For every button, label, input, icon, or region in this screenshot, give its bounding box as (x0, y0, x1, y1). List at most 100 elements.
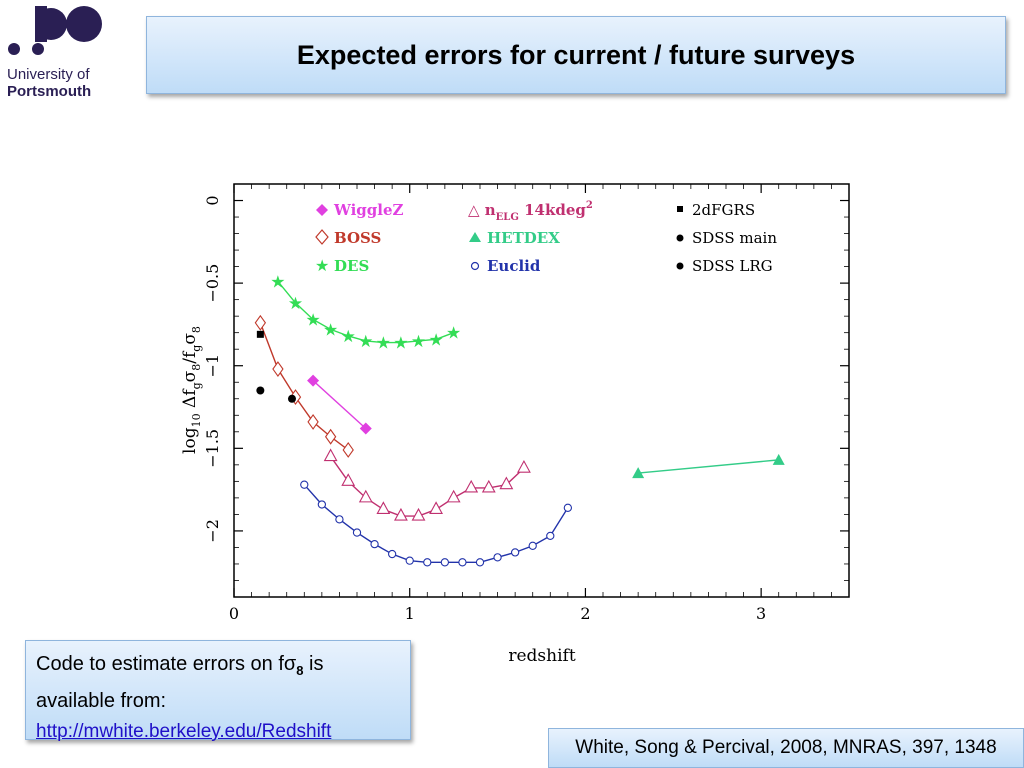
legend-label-elg: △ nELG 14kdeg2 (468, 200, 593, 223)
legend-marker-sdss-main (676, 234, 684, 242)
university-logo (8, 6, 102, 55)
data-point-boss (272, 361, 284, 377)
data-point-hetdex (772, 453, 785, 465)
data-point-elg-14kdeg2 (394, 507, 408, 521)
logo-line1: University of (7, 66, 90, 83)
data-point-des: ★ (376, 334, 391, 354)
data-point-euclid (423, 558, 432, 567)
page-title: Expected errors for current / future sur… (296, 39, 856, 70)
data-point-elg-14kdeg2 (446, 489, 461, 503)
data-point-des: ★ (305, 310, 320, 330)
data-point-2dfgrs (256, 330, 264, 338)
data-point-des: ★ (411, 332, 426, 352)
data-point-des: ★ (341, 327, 356, 347)
legend-sdss-main: SDSS main (676, 229, 777, 247)
data-point-elg-14kdeg2 (323, 448, 338, 462)
x-tick-label: 0 (229, 604, 239, 623)
data-point-des: ★ (393, 334, 408, 354)
x-tick-label: 3 (756, 604, 766, 623)
legend-label-hetdex: HETDEX (487, 229, 560, 247)
y-axis-label: log10 Δfgσ8/fgσ8 (180, 326, 203, 454)
logo-dot-large (66, 6, 102, 42)
legend-hetdex: HETDEX (469, 229, 560, 247)
data-point-des: ★ (288, 294, 303, 314)
legend-label-sdss-main: SDSS main (692, 229, 777, 247)
data-point-wigglez (307, 374, 320, 387)
survey-errors-chart: 0 1 2 30−0.5−1−1.5−2 ★★★ ★ ★ ★ ★ ★ ★ ★ ★ WiggleZ BO… (180, 183, 850, 666)
legend-euclid: Euclid (470, 257, 541, 275)
data-point-euclid (317, 500, 327, 509)
axis-ticks: 0 1 2 3 0 −0.5 −1 −1.5 −2 (203, 184, 850, 623)
data-point-boss (324, 428, 337, 445)
data-point-euclid (300, 480, 309, 489)
data-point-elg-14kdeg2 (464, 479, 479, 493)
legend-marker-des: ★ (315, 256, 329, 275)
code-link[interactable]: http://mwhite.berkeley.edu/Redshift (36, 721, 332, 742)
data-point-elg-14kdeg2 (411, 507, 426, 521)
x-tick-label: 1 (405, 604, 415, 623)
legend-boss: BOSS (315, 229, 381, 247)
reference-box: White, Song & Percival, 2008, MNRAS, 397… (548, 728, 1024, 768)
plot-frame (233, 183, 850, 598)
y-tick-label: −2 (203, 519, 222, 543)
data-point-des: ★ (446, 324, 461, 344)
legend-sdss-lrg: SDSS LRG (676, 257, 773, 275)
data-point-euclid (528, 541, 537, 550)
data-point-euclid (440, 558, 450, 567)
legend-marker-sdss-lrg (676, 262, 684, 270)
data-point-euclid (546, 531, 555, 541)
y-tick-label: −1.5 (203, 429, 222, 468)
logo-dot-mid (35, 8, 67, 40)
data-point-euclid (563, 503, 573, 512)
data-point-boss (342, 442, 354, 458)
legend-marker-euclid (470, 261, 480, 271)
data-point-euclid (352, 528, 362, 537)
data-point-elg-14kdeg2 (499, 476, 514, 490)
data-point-elg-14kdeg2 (358, 489, 373, 503)
legend-marker-boss (315, 229, 329, 245)
logo-wordmark: University of Portsmouth (7, 66, 91, 100)
logo-dot-small-right (32, 43, 44, 55)
data-point-elg-14kdeg2 (517, 459, 531, 473)
legend-label-boss: BOSS (334, 229, 381, 247)
data-point-hetdex (632, 467, 645, 479)
legend-2dfgrs: 2dFGRS (677, 201, 755, 219)
code-info-line1: Code to estimate errors on fσ8 is (36, 653, 324, 678)
legend-label-2dfgrs: 2dFGRS (692, 201, 755, 219)
x-axis-label: redshift (508, 646, 575, 666)
data-point-euclid (510, 548, 520, 557)
data-point-euclid (475, 558, 485, 567)
data-point-sdss-main (256, 386, 265, 395)
data-point-elg-14kdeg2 (429, 501, 443, 514)
legend-marker-hetdex (469, 232, 481, 242)
logo-line2: Portsmouth (7, 83, 92, 100)
legend-label-sdss-lrg: SDSS LRG (692, 257, 773, 275)
data-point-boss (254, 314, 267, 331)
y-tick-label: −1 (203, 354, 222, 378)
x-tick-label: 2 (580, 604, 590, 623)
data-point-euclid (387, 549, 397, 559)
legend-wigglez: WiggleZ (316, 201, 403, 219)
data-point-euclid (405, 556, 414, 565)
data-point-des: ★ (358, 332, 373, 352)
legend-label-euclid: Euclid (487, 257, 541, 275)
series-line-wigglez (312, 380, 367, 430)
data-point-elg-14kdeg2 (376, 501, 391, 514)
data-point-euclid (370, 539, 379, 549)
series-line-boss (259, 322, 349, 451)
data-point-des: ★ (270, 272, 285, 292)
legend-label-des: DES (334, 257, 369, 275)
legend-des: ★ DES (315, 256, 369, 275)
data-point-euclid (493, 553, 502, 562)
data-point-sdss-lrg (287, 394, 296, 403)
legend-marker-2dfgrs (677, 206, 683, 212)
legend-marker-wigglez (316, 204, 328, 216)
data-point-elg-14kdeg2 (481, 479, 496, 493)
reference-text: White, Song & Percival, 2008, MNRAS, 397… (575, 737, 997, 758)
code-info-box: Code to estimate errors on fσ8 is availa… (25, 640, 411, 742)
legend: WiggleZ BOSS ★ DES △ nELG 14kdeg2 HETDEX… (315, 200, 777, 275)
y-tick-label: 0 (203, 195, 222, 205)
y-tick-label: −0.5 (203, 264, 222, 303)
data-point-elg-14kdeg2 (341, 473, 356, 486)
data-point-euclid (458, 558, 467, 567)
